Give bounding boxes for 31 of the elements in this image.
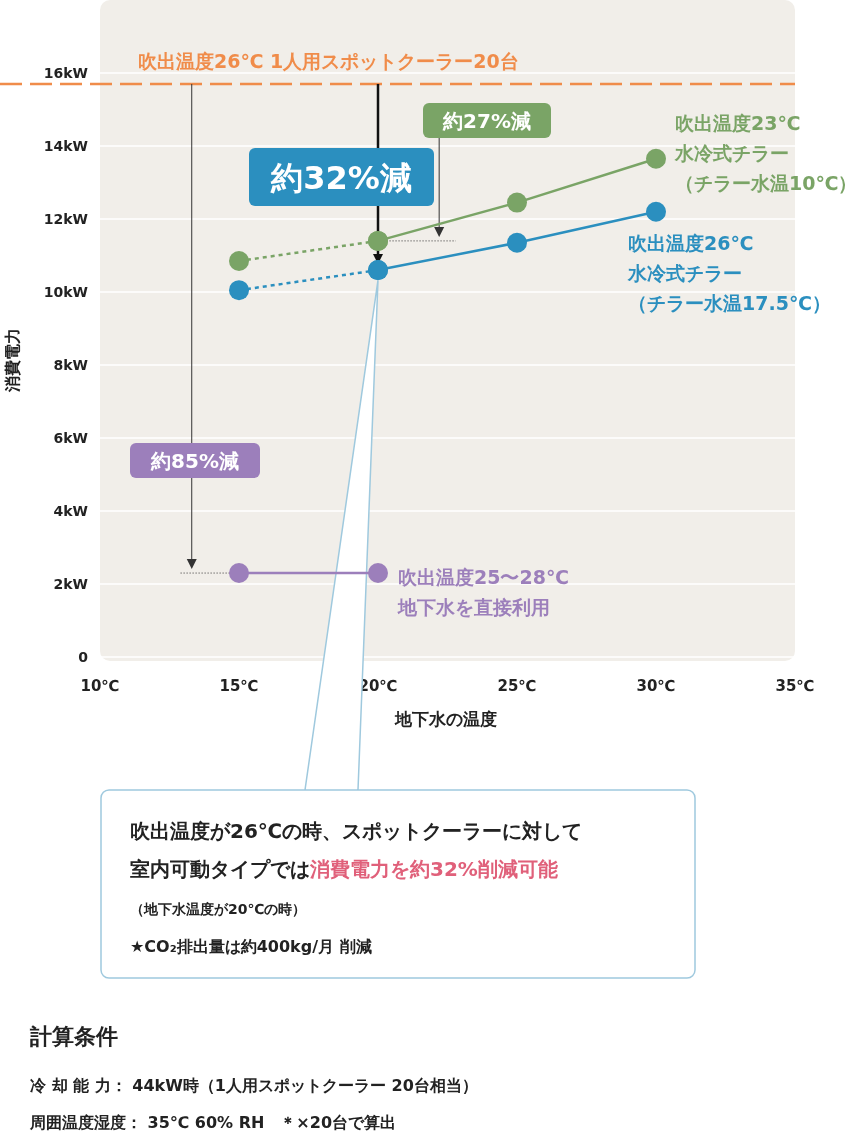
y-tick-label: 2kW (53, 576, 88, 592)
x-tick-label: 30℃ (636, 677, 676, 695)
text: 冷 却 能 力： 44kW時（1人用スポットクーラー 20台相当） (30, 1076, 478, 1095)
series-label: 吹出温度26℃水冷式チラー（チラー水温17.5℃） (627, 232, 831, 314)
annotation: 約27%減 (442, 108, 531, 133)
series-label: 吹出温度25〜28℃地下水を直接利用 (397, 566, 569, 618)
y-tick-label: 14kW (43, 138, 88, 154)
y-tick-label: 16kW (43, 65, 88, 81)
text: 吹出温度が26℃の時、スポットクーラーに対して (130, 819, 583, 843)
annotation: 約85%減 (150, 448, 239, 473)
text: ★CO₂排出量は約400kg/月 削減 (130, 937, 372, 956)
text: 室内可動タイプでは (130, 857, 310, 881)
text: 計算条件 (29, 1024, 118, 1049)
text: （地下水温度が20℃の時） (130, 901, 307, 917)
y-tick-label: 8kW (53, 357, 88, 373)
y-tick-label: 0 (78, 649, 89, 665)
y-tick-label: 6kW (53, 430, 88, 446)
annotation: 約32%減 (270, 158, 412, 197)
x-tick-label: 10℃ (80, 677, 120, 695)
series-label: 吹出温度23℃水冷式チラー（チラー水温10℃） (674, 112, 856, 194)
ref-line-label: 吹出温度26℃ 1人用スポットクーラー20台 (138, 49, 519, 72)
text: 消費電力を約32%削減可能 (309, 857, 558, 881)
y-tick-label: 10kW (43, 284, 88, 300)
x-tick-label: 15℃ (219, 677, 259, 695)
x-tick-label: 25℃ (497, 677, 537, 695)
x-tick-label: 35℃ (775, 677, 815, 695)
text: 周囲温度湿度： 35℃ 60% RH ＊×20台で算出 (29, 1113, 397, 1132)
y-tick-label: 4kW (53, 503, 88, 519)
y-tick-label: 12kW (43, 211, 88, 227)
x-axis-title: 地下水の温度 (393, 709, 497, 729)
y-axis-title: 消費電力 (3, 328, 22, 393)
